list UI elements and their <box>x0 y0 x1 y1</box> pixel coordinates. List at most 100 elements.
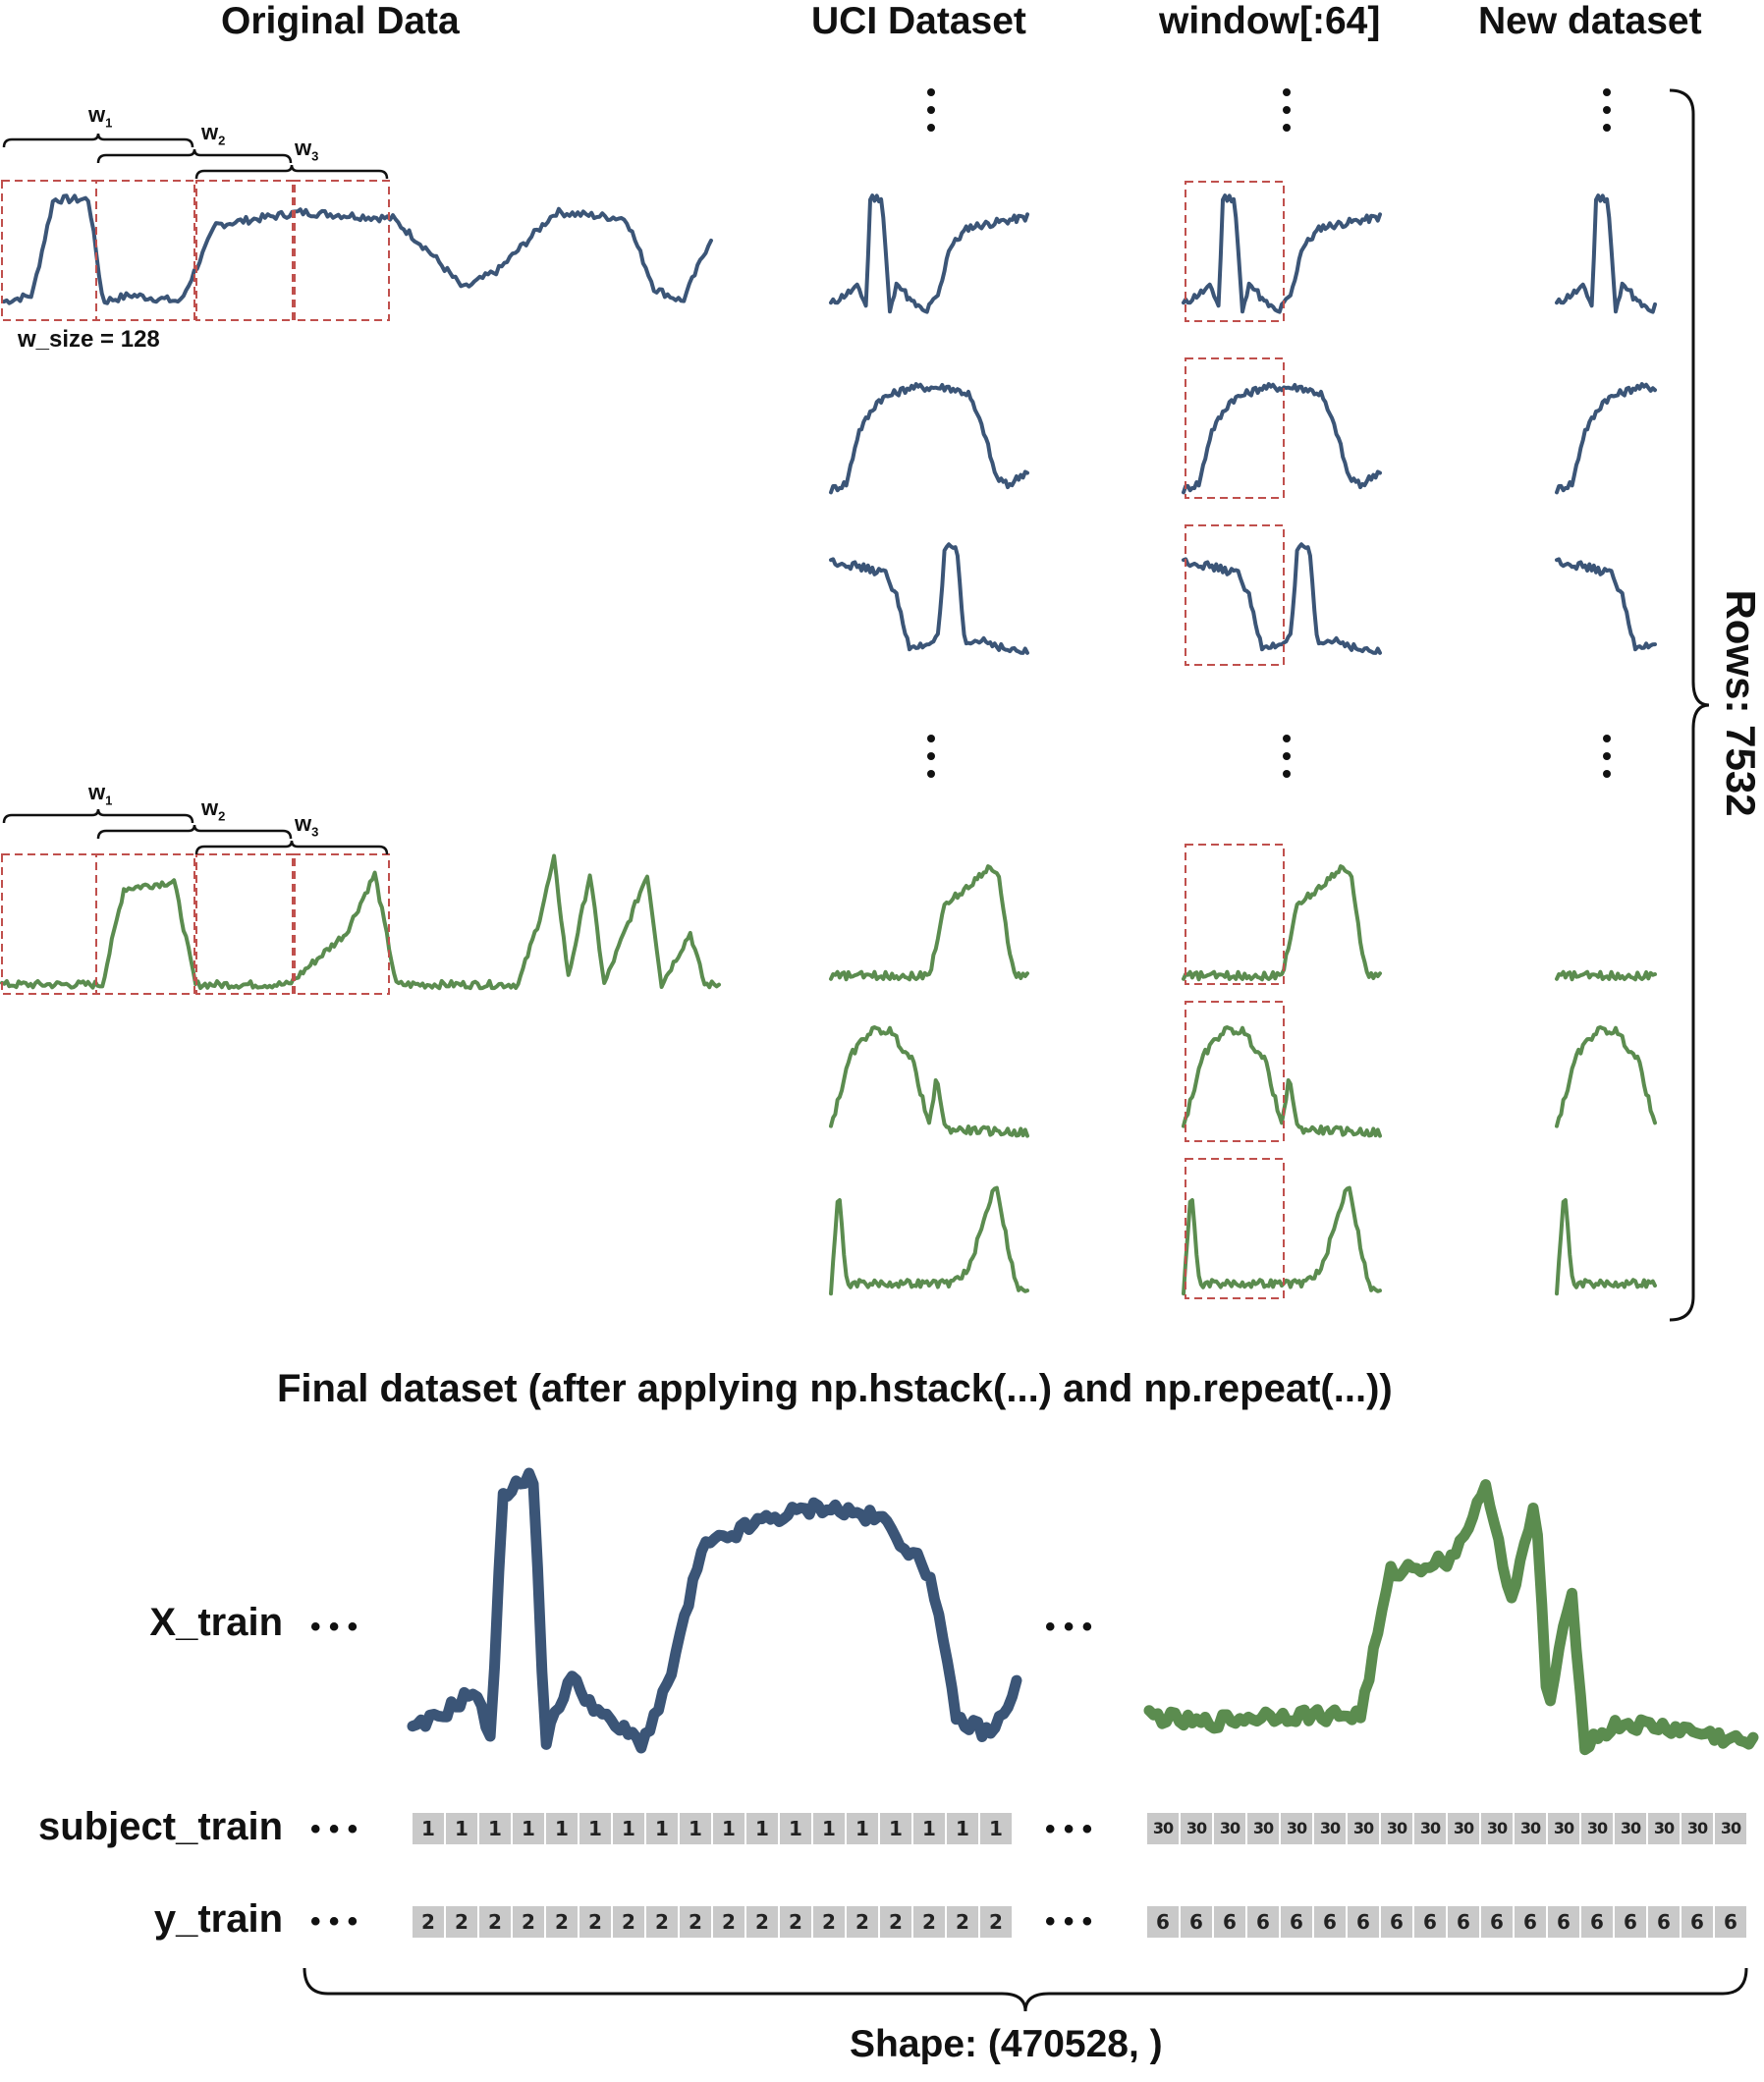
x-train-blue-signal <box>407 1467 1022 1754</box>
vertical-ellipsis-dots <box>1603 106 1611 114</box>
header-original-data: Original Data <box>221 0 460 42</box>
final-dataset-title: Final dataset (after applying np.hstack(… <box>277 1367 1393 1410</box>
window-box-blue <box>292 180 390 321</box>
subject-cell: 1 <box>880 1813 911 1844</box>
label-cell: 2 <box>947 1906 978 1938</box>
header-uci-dataset: UCI Dataset <box>811 0 1026 42</box>
bracket-w2-top <box>96 148 293 164</box>
subject-cell: 30 <box>1281 1813 1312 1844</box>
label-cell: 6 <box>1548 1906 1579 1938</box>
label-cell: 6 <box>1414 1906 1446 1938</box>
vertical-ellipsis-dots <box>1603 88 1611 96</box>
subject-ellipsis-mid: • • • <box>1045 1813 1093 1845</box>
vertical-ellipsis-dots <box>1603 124 1611 132</box>
vertical-ellipsis-dots <box>1603 735 1611 742</box>
subject-cell: 1 <box>947 1813 978 1844</box>
x-train-label: X_train <box>149 1601 283 1644</box>
window-box-green <box>1 853 97 995</box>
label-cell: 6 <box>1681 1906 1713 1938</box>
new-dataset-thumbnail-signal <box>1555 557 1657 652</box>
subject-cell: 1 <box>546 1813 578 1844</box>
subject-cell: 30 <box>1648 1813 1680 1844</box>
window-crop-box <box>1185 844 1285 985</box>
shape-brace <box>303 1967 1748 2012</box>
vertical-ellipsis-dots <box>1283 770 1291 778</box>
subject-cell: 1 <box>913 1813 945 1844</box>
window-thumbnail-signal <box>1182 542 1382 655</box>
subject-cell: 30 <box>1147 1813 1179 1844</box>
label-cell: 2 <box>479 1906 511 1938</box>
label-cell: 2 <box>646 1906 678 1938</box>
label-cell: 2 <box>746 1906 778 1938</box>
header-window: window[:64] <box>1159 0 1381 42</box>
subject-cell: 1 <box>847 1813 878 1844</box>
label-cell: 6 <box>1381 1906 1412 1938</box>
label-cell: 2 <box>613 1906 644 1938</box>
uci-thumbnail-signal <box>829 193 1029 314</box>
new-dataset-thumbnail-signal <box>1555 1198 1657 1296</box>
label-cell: 2 <box>579 1906 611 1938</box>
subject-cells-right: 30 30 30 30 30 30 30 30 30 30 30 30 30 30 30 30 30 30 <box>1147 1813 1746 1844</box>
vertical-ellipsis-dots <box>927 124 935 132</box>
shape-label: Shape: (470528, ) <box>850 2023 1163 2065</box>
window-box-blue <box>1 180 97 321</box>
window-label-w1-bottom: w1 <box>88 780 113 808</box>
label-cell: 6 <box>1214 1906 1245 1938</box>
new-dataset-thumbnail-signal <box>1555 1025 1657 1128</box>
label-cell: 6 <box>1515 1906 1546 1938</box>
vertical-ellipsis-dots <box>1283 124 1291 132</box>
original-blue-signal <box>2 193 713 305</box>
subject-cell: 30 <box>1247 1813 1279 1844</box>
vertical-ellipsis-dots <box>1283 106 1291 114</box>
vertical-ellipsis-dots <box>1283 752 1291 760</box>
rows-brace <box>1669 88 1710 1322</box>
bracket-w3-bottom <box>194 840 389 855</box>
subject-cell: 1 <box>579 1813 611 1844</box>
subject-cell: 1 <box>746 1813 778 1844</box>
window-box-green <box>95 853 195 995</box>
subject-cell: 30 <box>1181 1813 1212 1844</box>
subject-cell: 30 <box>1381 1813 1412 1844</box>
vertical-ellipsis-dots <box>1283 88 1291 96</box>
new-dataset-thumbnail-signal <box>1555 382 1657 495</box>
label-cell: 6 <box>1615 1906 1646 1938</box>
y-ellipsis-mid: • • • <box>1045 1905 1093 1938</box>
window-thumbnail-signal <box>1182 1185 1382 1296</box>
bracket-w2-bottom <box>96 824 293 840</box>
window-box-blue <box>195 180 296 321</box>
window-thumbnail-signal <box>1182 382 1382 495</box>
x-train-ellipsis-left: • • • <box>310 1611 358 1643</box>
original-green-signal <box>0 853 721 991</box>
label-cell: 6 <box>1181 1906 1212 1938</box>
y-ellipsis-left: • • • <box>310 1905 358 1938</box>
label-cell: 6 <box>1715 1906 1746 1938</box>
label-cell: 6 <box>1448 1906 1479 1938</box>
bracket-w1-top <box>2 133 194 148</box>
label-cell: 2 <box>980 1906 1012 1938</box>
subject-ellipsis-left: • • • <box>310 1813 358 1845</box>
subject-cell: 30 <box>1715 1813 1746 1844</box>
uci-thumbnail-signal <box>829 382 1029 495</box>
subject-cell: 30 <box>1681 1813 1713 1844</box>
vertical-ellipsis-dots <box>1283 735 1291 742</box>
subject-cell: 30 <box>1314 1813 1346 1844</box>
subject-cell: 1 <box>613 1813 644 1844</box>
label-cell: 2 <box>546 1906 578 1938</box>
x-train-ellipsis-mid: • • • <box>1045 1611 1093 1643</box>
subject-cell: 1 <box>713 1813 744 1844</box>
window-box-green <box>195 853 296 995</box>
subject-cell: 1 <box>980 1813 1012 1844</box>
label-cell: 6 <box>1147 1906 1179 1938</box>
label-cell: 6 <box>1247 1906 1279 1938</box>
label-cell: 2 <box>513 1906 544 1938</box>
subject-cell: 30 <box>1448 1813 1479 1844</box>
window-crop-box <box>1185 1158 1285 1299</box>
label-cell: 2 <box>413 1906 444 1938</box>
window-box-blue <box>95 180 195 321</box>
window-crop-box <box>1185 1001 1285 1142</box>
label-cell: 2 <box>847 1906 878 1938</box>
uci-thumbnail-signal <box>829 542 1029 655</box>
window-label-w3-top: w3 <box>295 136 319 164</box>
subject-cell: 1 <box>680 1813 711 1844</box>
